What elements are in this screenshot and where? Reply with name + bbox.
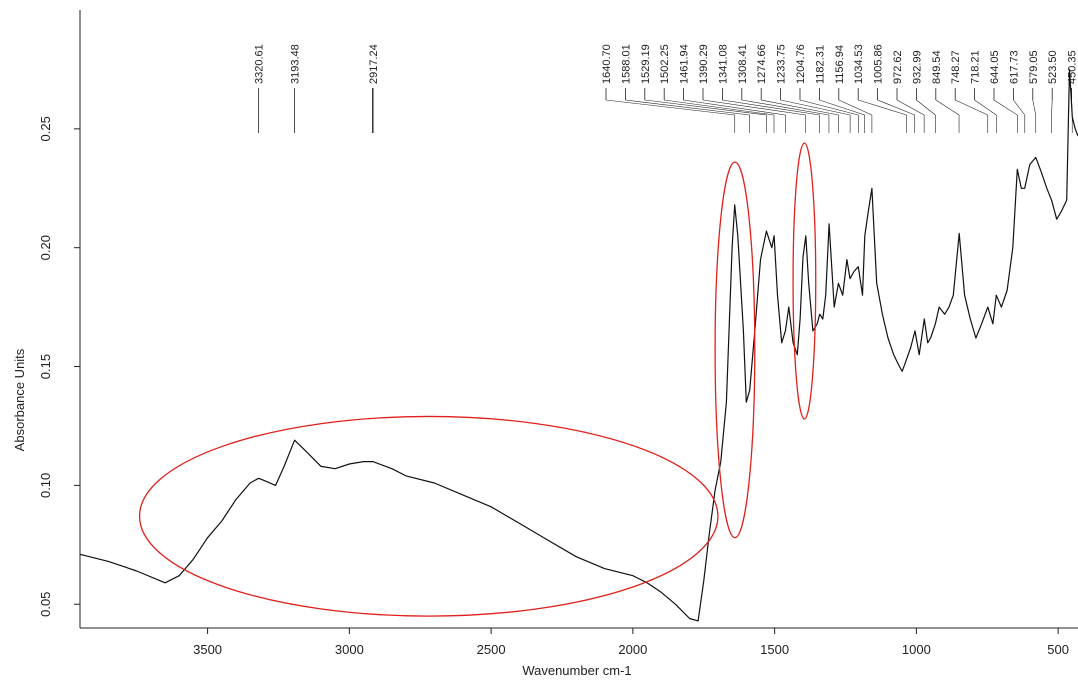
highlight-ellipse [714, 161, 756, 539]
peak-label: 617.73 [1008, 50, 1020, 84]
peak-leader-line [780, 99, 851, 116]
peak-label: 450.35 [1067, 50, 1078, 84]
y-tick-label: 0.25 [38, 116, 53, 141]
x-tick-label: 1000 [902, 642, 931, 657]
peak-label: 1390.29 [698, 44, 710, 84]
plot-frame [79, 10, 1078, 629]
peak-label: 718.21 [970, 50, 982, 84]
peak-label: 644.05 [989, 50, 1001, 84]
peak-leader-line [605, 99, 735, 116]
series-layer [79, 68, 1078, 622]
x-tick-label: 2500 [477, 642, 506, 657]
y-tick-label: 0.15 [38, 354, 53, 379]
highlight-ellipses [138, 142, 817, 617]
peak-leader-line [1032, 99, 1037, 116]
spectrum-line [79, 68, 1078, 622]
peak-label: 1005.86 [873, 44, 885, 84]
y-axis: 0.05 0.10 0.15 0.20 0.25 [38, 116, 80, 617]
y-tick-label: 0.20 [38, 235, 53, 260]
peak-leader-line [644, 99, 767, 116]
x-tick-label: 500 [1047, 642, 1069, 657]
highlight-ellipse [792, 142, 817, 420]
peak-label: 849.54 [931, 50, 943, 84]
peak-label: 579.05 [1028, 50, 1040, 84]
peak-leader-line [1013, 99, 1026, 116]
peak-label: 1640.70 [601, 44, 613, 84]
peak-label: 3193.48 [289, 44, 301, 84]
peak-label: 3320.61 [253, 44, 265, 84]
peak-label: 1502.25 [659, 44, 671, 84]
highlight-ellipse [138, 415, 719, 617]
peak-leader-line [625, 99, 750, 116]
peak-leader-line [702, 99, 806, 116]
peak-label: 523.50 [1047, 50, 1059, 84]
x-tick-label: 2000 [618, 642, 647, 657]
peak-leader-line [955, 99, 988, 116]
peak-leader-line [1051, 99, 1053, 116]
peak-markers: 3320.61 3193.48 2917.24 1640.70 1588.01 1529.… [253, 44, 1078, 133]
y-axis-title: Absorbance Units [12, 348, 27, 451]
peak-label: 2917.24 [368, 44, 380, 84]
peak-leader-line [838, 99, 873, 116]
peak-leader-line [799, 99, 859, 116]
peak-label: 1204.76 [795, 44, 807, 84]
peak-label: 1182.31 [814, 45, 826, 84]
peak-label: 1588.01 [620, 44, 632, 84]
peak-label: 932.99 [911, 50, 923, 84]
peak-leader-line [722, 99, 820, 116]
peak-leader-line [916, 99, 936, 116]
x-tick-label: 3000 [335, 642, 364, 657]
y-tick-label: 0.10 [38, 473, 53, 498]
peak-label: 1529.19 [640, 44, 652, 84]
peak-label: 1341.08 [717, 44, 729, 84]
peak-leader-line [896, 99, 925, 116]
peak-leader-line [877, 99, 915, 116]
peak-label: 1156.94 [834, 45, 846, 84]
peak-label: 1308.41 [737, 44, 749, 84]
x-tick-label: 1500 [760, 642, 789, 657]
peak-leader-line [974, 99, 997, 116]
x-tick-label: 3500 [193, 642, 222, 657]
x-axis: 3500 3000 2500 2000 1500 1000 500 [193, 628, 1069, 657]
peak-leader-line [935, 99, 960, 116]
y-tick-label: 0.05 [38, 592, 53, 617]
peak-label: 1034.53 [853, 44, 865, 84]
peak-label: 972.62 [892, 50, 904, 84]
peak-label: 748.27 [950, 50, 962, 84]
peak-leader-line [819, 99, 865, 116]
peak-leader-line [761, 99, 839, 116]
peak-leader-line [858, 99, 907, 116]
peak-label: 1274.66 [756, 44, 768, 84]
peak-label: 1233.75 [776, 44, 788, 84]
peak-leader-line [683, 99, 786, 116]
peak-leader-line [741, 99, 830, 116]
peak-label: 1461.94 [679, 44, 691, 84]
peak-leader-line [993, 99, 1018, 116]
peak-leader-line [664, 99, 775, 116]
x-axis-title: Wavenumber cm-1 [522, 663, 631, 678]
